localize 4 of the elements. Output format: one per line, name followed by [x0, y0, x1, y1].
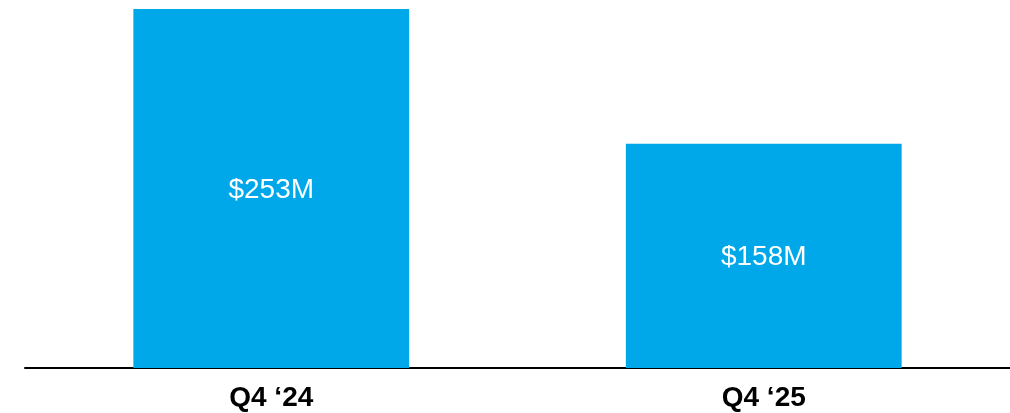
x-tick-label: Q4 ‘24 [229, 380, 314, 412]
data-label: $158M [720, 240, 807, 272]
x-tick-label: Q4 ‘25 [721, 380, 806, 412]
data-label: $253M [228, 173, 315, 204]
